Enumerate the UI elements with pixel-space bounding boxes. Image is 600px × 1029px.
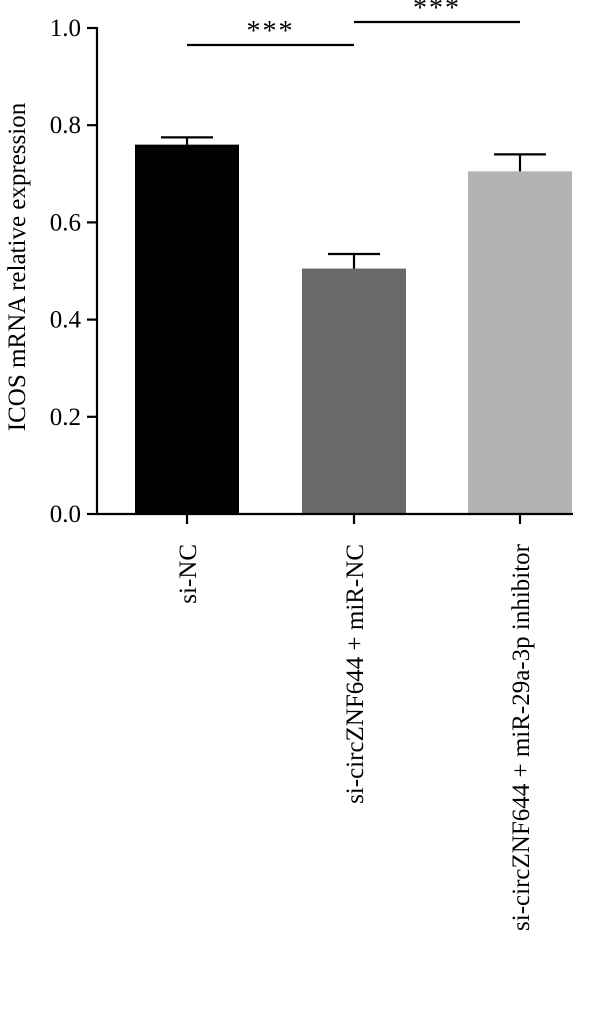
bar-3 <box>468 171 572 514</box>
y-tick-label-3: 0.6 <box>50 209 81 236</box>
y-tick-label-1: 0.2 <box>50 404 81 431</box>
x-category-label-2: si-circZNF644 + miR-29a-3p inhibitor <box>508 543 535 931</box>
x-category-label-0: si-NC <box>175 544 202 604</box>
bar-1 <box>135 144 239 514</box>
y-tick-label-5: 1.0 <box>50 15 81 42</box>
significance-label-2: *** <box>413 0 461 24</box>
y-axis-title: ICOS mRNA relative expression <box>4 102 31 431</box>
y-tick-label-2: 0.4 <box>50 307 82 334</box>
significance-label-1: *** <box>247 16 295 47</box>
x-category-label-1: si-circZNF644 + miR-NC <box>342 544 369 804</box>
bar-2 <box>302 268 406 514</box>
y-tick-label-0: 0.0 <box>50 501 81 528</box>
y-tick-label-4: 0.8 <box>50 112 81 139</box>
